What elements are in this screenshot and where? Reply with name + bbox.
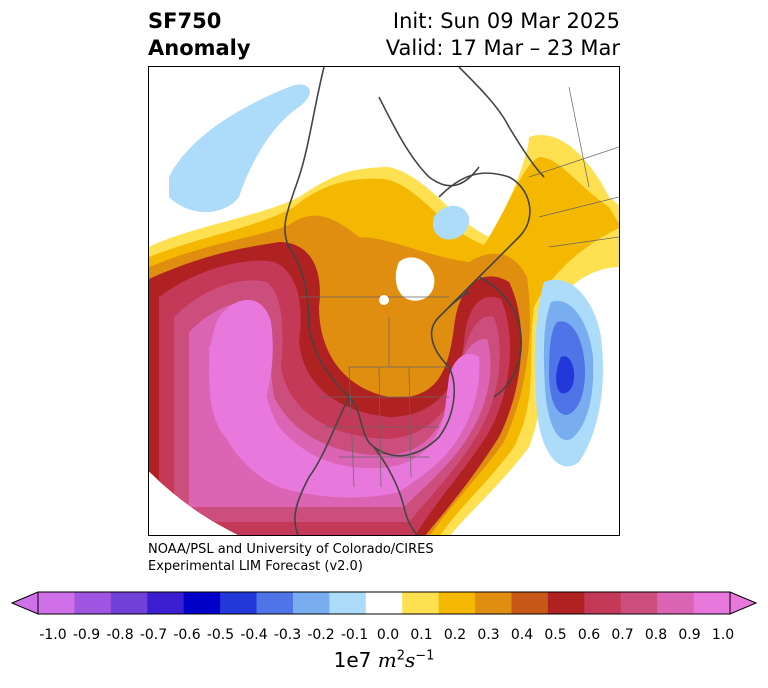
coastlines: [284, 67, 545, 535]
colorbar-tick: 0.7: [611, 627, 634, 643]
colorbar-tick: -1.0: [39, 627, 67, 643]
borders: [299, 86, 619, 488]
anomaly-fields: [149, 67, 619, 535]
credit-line-2: Experimental LIM Forecast (v2.0): [148, 559, 363, 574]
unit-base: 1e7: [333, 648, 372, 672]
colorbar-bin: [620, 592, 658, 614]
colorbar-bin: [584, 592, 622, 614]
colorbar-tick: -0.3: [273, 627, 302, 643]
variable-name: SF750: [148, 9, 222, 33]
colorbar-tick: 0.6: [577, 627, 601, 643]
colorbar: [10, 591, 758, 615]
north-pole-marker: [379, 295, 389, 305]
colorbar-over-arrow: [729, 591, 758, 615]
unit-m: m: [377, 648, 397, 672]
valid-range: Valid: 17 Mar – 23 Mar: [385, 36, 620, 60]
colorbar-tick: -0.8: [106, 627, 134, 643]
colorbar-tick: 0.5: [544, 627, 567, 643]
colorbar-tick: -0.6: [173, 627, 201, 643]
colorbar-bin: [402, 592, 440, 614]
colorbar-frame: [37, 591, 731, 615]
positive-anomaly-magenta: [209, 323, 480, 498]
colorbar-tick: 0.2: [443, 627, 467, 643]
colorbar-bin: [511, 592, 549, 614]
colorbar-tick: -0.5: [206, 627, 235, 643]
credit: NOAA/PSL and University of Colorado/CIRE…: [148, 541, 434, 575]
central-neutral-zone: [395, 257, 435, 301]
colorbar-tick: 0.9: [678, 627, 701, 643]
colorbar-bin: [38, 592, 75, 614]
colorbar-tick: 1.0: [711, 627, 735, 643]
colorbar-bin: [110, 592, 148, 614]
anomaly-map: [149, 67, 619, 535]
colorbar-bin: [183, 592, 221, 614]
unit-s: s: [404, 648, 416, 672]
map-panel: [148, 66, 620, 536]
colorbar-bin: [256, 592, 294, 614]
colorbar-bin: [475, 592, 512, 614]
colorbar-bin: [292, 592, 330, 614]
colorbar-bin: [657, 592, 695, 614]
colorbar-tick: -0.7: [139, 627, 168, 643]
colorbar-bins: [38, 592, 731, 614]
colorbar-tick: -0.1: [340, 627, 369, 643]
colorbar-bin: [220, 592, 258, 614]
init-date: Init: Sun 09 Mar 2025: [392, 9, 620, 33]
colorbar-bin: [74, 592, 112, 614]
colorbar-bin: [329, 592, 367, 614]
colorbar-unit: 1e7 m2s−1: [334, 648, 435, 672]
colorbar-tick: 0.1: [410, 627, 433, 643]
title-left: SF750 Anomaly: [148, 8, 251, 62]
negative-anomaly-northwest: [169, 84, 310, 212]
colorbar-bin: [438, 592, 476, 614]
colorbar-tick: 0.4: [510, 627, 534, 643]
negative-anomaly-atlantic-core: [556, 356, 575, 394]
colorbar-bin: [147, 592, 185, 614]
colorbar-bin: [365, 592, 403, 614]
colorbar-bin: [693, 592, 731, 614]
unit-m-exp: 2: [396, 648, 405, 664]
anomaly-label: Anomaly: [148, 36, 251, 60]
colorbar-tick: 0.0: [376, 627, 400, 643]
negative-anomaly-north-europe: [432, 205, 470, 240]
west-ridge-core: [209, 299, 273, 443]
colorbar-tick: 0.8: [644, 627, 668, 643]
unit-s-exp: −1: [415, 648, 435, 664]
colorbar-tick: -0.4: [240, 627, 268, 643]
colorbar-bin: [547, 592, 585, 614]
credit-line-1: NOAA/PSL and University of Colorado/CIRE…: [148, 542, 434, 557]
colorbar-tick: -0.2: [307, 627, 335, 643]
title-right: Init: Sun 09 Mar 2025 Valid: 17 Mar – 23…: [386, 8, 620, 62]
colorbar-tick: 0.3: [477, 627, 500, 643]
colorbar-tick: -0.9: [72, 627, 101, 643]
colorbar-under-arrow: [10, 591, 39, 615]
